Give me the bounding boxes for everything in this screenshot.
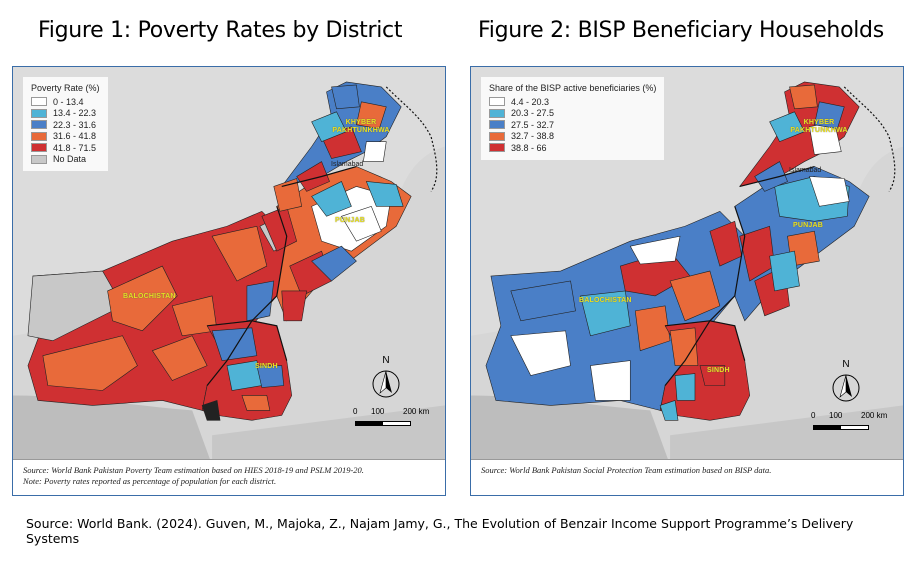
figure-1-source-line: Source: World Bank Pakistan Poverty Team… — [23, 465, 364, 475]
legend-item: 4.4 - 20.3 — [489, 96, 656, 108]
legend-item: 0 - 13.4 — [31, 96, 100, 108]
scale-tick-200: 200 km — [403, 407, 430, 416]
legend-label: 0 - 13.4 — [53, 96, 84, 107]
legend-item: 13.4 - 22.3 — [31, 108, 100, 120]
scale-bar-graphic — [355, 421, 411, 426]
region-label-balochistan: BALOCHISTAN — [579, 297, 632, 304]
figure-1-title: Figure 1: Poverty Rates by District — [38, 18, 403, 43]
figure-2-source-line: Source: World Bank Pakistan Social Prote… — [481, 465, 772, 475]
scale-tick-0: 0 — [353, 407, 358, 416]
legend-swatch — [31, 154, 47, 164]
figure-1-source-note: Source: World Bank Pakistan Poverty Team… — [13, 459, 445, 495]
legend-item: 41.8 - 71.5 — [31, 142, 100, 154]
bisp-map — [471, 67, 903, 495]
legend-swatch — [31, 143, 47, 153]
legend-swatch — [489, 131, 505, 141]
north-label: N — [382, 355, 390, 366]
legend-item: 22.3 - 31.6 — [31, 119, 100, 131]
legend-item: 20.3 - 27.5 — [489, 108, 656, 120]
poverty-map-panel: Poverty Rate (%) 0 - 13.4 13.4 - 22.3 22… — [12, 66, 446, 496]
north-arrow: N — [831, 359, 861, 405]
legend-title: Share of the BISP active beneficiaries (… — [489, 83, 657, 93]
legend-title: Poverty Rate (%) — [31, 83, 100, 93]
legend-item: 27.5 - 32.7 — [489, 119, 656, 131]
region-label-kp: KHYBER PAKHTUNKHWA — [790, 119, 848, 134]
scale-tick-100: 100 — [829, 411, 843, 420]
legend-label: 32.7 - 38.8 — [511, 131, 555, 142]
figure-2-source-note: Source: World Bank Pakistan Social Prote… — [471, 459, 903, 495]
legend-swatch — [489, 120, 505, 130]
scale-tick-0: 0 — [811, 411, 816, 420]
legend-swatch — [489, 143, 505, 153]
legend-swatch — [489, 97, 505, 107]
legend-swatch — [31, 97, 47, 107]
region-label-punjab: PUNJAB — [335, 217, 365, 224]
legend-label: 4.4 - 20.3 — [511, 96, 550, 107]
scale-tick-100: 100 — [371, 407, 385, 416]
legend-label: 31.6 - 41.8 — [53, 131, 97, 142]
region-label-sindh: SINDH — [707, 367, 730, 374]
city-label-islamabad: Islamabad — [331, 161, 364, 168]
legend-label: 41.8 - 71.5 — [53, 142, 97, 153]
legend-label: No Data — [53, 154, 87, 165]
legend-swatch — [31, 120, 47, 130]
legend-item: 31.6 - 41.8 — [31, 131, 100, 143]
bisp-legend: Share of the BISP active beneficiaries (… — [481, 77, 665, 160]
region-label-kp: KHYBER PAKHTUNKHWA — [332, 119, 390, 134]
legend-item: 38.8 - 66 — [489, 142, 656, 154]
scale-bar: 0 100 200 km — [809, 411, 899, 441]
city-label-islamabad: Islamabad — [789, 167, 822, 174]
legend-item: 32.7 - 38.8 — [489, 131, 656, 143]
region-label-balochistan: BALOCHISTAN — [123, 293, 176, 300]
poverty-map — [13, 67, 445, 495]
figure-1-note-line: Note: Poverty rates reported as percenta… — [23, 476, 277, 486]
region-label-punjab: PUNJAB — [793, 222, 823, 229]
north-arrow: N — [371, 355, 401, 401]
legend-label: 38.8 - 66 — [511, 142, 547, 153]
legend-label: 20.3 - 27.5 — [511, 108, 555, 119]
poverty-legend: Poverty Rate (%) 0 - 13.4 13.4 - 22.3 22… — [23, 77, 108, 171]
legend-swatch — [31, 131, 47, 141]
legend-label: 27.5 - 32.7 — [511, 119, 555, 130]
scale-bar-graphic — [813, 425, 869, 430]
north-arrow-icon — [832, 374, 860, 402]
region-label-sindh: SINDH — [255, 363, 278, 370]
scale-tick-200: 200 km — [861, 411, 888, 420]
legend-label: 22.3 - 31.6 — [53, 119, 97, 130]
bisp-map-panel: Share of the BISP active beneficiaries (… — [470, 66, 904, 496]
source-citation: Source: World Bank. (2024). Guven, M., M… — [26, 516, 854, 546]
north-arrow-icon — [372, 370, 400, 398]
figure-2-title: Figure 2: BISP Beneficiary Households — [478, 18, 884, 43]
legend-label: 13.4 - 22.3 — [53, 108, 97, 119]
legend-swatch — [489, 108, 505, 118]
scale-bar: 0 100 200 km — [351, 407, 441, 437]
north-label: N — [842, 359, 850, 370]
legend-item: No Data — [31, 154, 100, 166]
legend-swatch — [31, 108, 47, 118]
